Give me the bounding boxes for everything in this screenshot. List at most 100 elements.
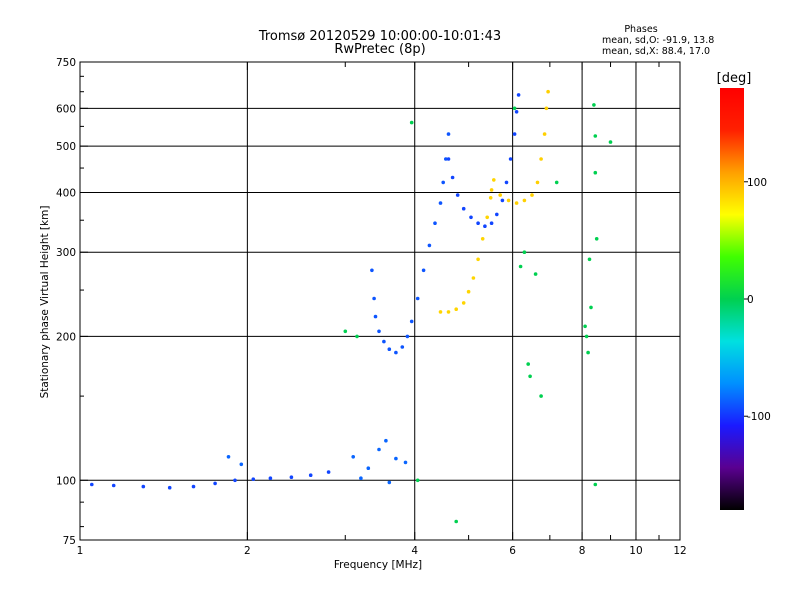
echo-point <box>480 237 485 241</box>
y-tick-label: 750 <box>56 57 76 69</box>
echo-point <box>514 201 519 205</box>
echo-point <box>394 350 398 355</box>
phases-o-stats: mean, sd,O: -91.9, 13.8 <box>602 35 714 46</box>
echo-point <box>592 103 596 107</box>
echo-point <box>469 215 473 220</box>
echo-point <box>384 438 388 443</box>
x-tick-label: 10 <box>629 545 642 557</box>
echo-point <box>593 482 598 487</box>
echo-point <box>191 484 196 489</box>
echo-point <box>415 296 420 301</box>
echo-point <box>512 106 517 111</box>
y-axis-ticks: 75 100 200 300 400 500 600 750 <box>56 57 88 547</box>
y-tick-label: 200 <box>56 331 76 343</box>
echo-point <box>518 264 523 269</box>
echo-point <box>433 221 437 225</box>
chart-title: Tromsø 20120529 10:00:00-10:01:43 <box>258 29 501 44</box>
echo-point <box>539 157 543 161</box>
echo-point <box>593 170 598 175</box>
echo-point <box>476 221 480 225</box>
echo-point <box>394 456 398 461</box>
echo-point <box>498 193 503 197</box>
echo-point <box>409 319 414 324</box>
echo-point <box>421 268 426 273</box>
echo-point <box>530 193 534 197</box>
echo-point <box>359 476 363 481</box>
echo-point <box>471 276 476 280</box>
echo-point <box>504 180 509 185</box>
echo-point <box>522 198 527 203</box>
colorbar-unit: [deg] <box>717 71 752 86</box>
echo-point <box>427 243 432 248</box>
echo-point <box>446 132 451 136</box>
echo-point <box>516 93 521 97</box>
echo-point <box>466 289 471 294</box>
echo-point <box>370 268 374 273</box>
colorbar-tick-label: 0 <box>747 294 754 306</box>
x-tick-label: 4 <box>411 545 418 557</box>
echo-point <box>289 475 294 480</box>
echo-point <box>593 134 598 138</box>
colorbar <box>720 88 744 510</box>
colorbar-tick-label: 100 <box>747 177 767 189</box>
echo-point <box>508 157 513 161</box>
echo-point <box>268 476 273 481</box>
phases-x-stats: mean, sd,X: 88.4, 17.0 <box>602 46 710 57</box>
echo-point <box>546 89 550 94</box>
echo-point <box>415 478 420 483</box>
plot-frame <box>79 61 681 541</box>
echo-point <box>444 157 448 161</box>
y-tick-label: 75 <box>63 535 76 547</box>
echo-point <box>483 224 487 228</box>
echo-point <box>500 198 505 203</box>
colorbar-ticks: 100 0 -100 <box>744 177 771 423</box>
echo-point <box>213 481 217 486</box>
plot-gridlines <box>80 62 680 540</box>
echo-point <box>461 301 466 305</box>
echo-point <box>492 178 496 182</box>
echo-point <box>400 345 405 349</box>
x-axis-ticks: 1 2 4 6 8 10 12 <box>77 62 687 557</box>
y-axis-label: Stationary phase Virtual Height [km] <box>39 206 51 399</box>
echo-point <box>454 519 459 524</box>
echo-point <box>526 362 530 366</box>
y-tick-label: 400 <box>56 187 76 199</box>
colorbar-tick-label: -100 <box>747 411 771 423</box>
echo-point <box>226 455 231 459</box>
phases-heading: Phases <box>624 24 657 35</box>
echo-point <box>450 175 455 180</box>
echo-point <box>377 329 381 334</box>
echo-point <box>387 480 392 485</box>
echo-point <box>233 478 237 483</box>
echo-point <box>141 484 146 489</box>
y-tick-label: 600 <box>56 103 76 115</box>
x-axis-label: Frequency [MHz] <box>334 559 422 571</box>
echo-point <box>485 215 490 220</box>
echo-point <box>372 296 376 301</box>
echo-point <box>454 307 459 312</box>
y-tick-label: 300 <box>56 247 76 259</box>
echo-point <box>554 180 559 185</box>
echo-point <box>589 305 593 310</box>
x-tick-label: 1 <box>77 545 84 557</box>
echo-point <box>539 394 543 398</box>
echo-point <box>326 470 331 474</box>
echo-point <box>355 334 359 339</box>
echo-point <box>514 110 519 114</box>
echo-point <box>488 196 493 200</box>
echo-point <box>377 447 381 452</box>
plot-points <box>90 89 613 524</box>
echo-point <box>608 140 613 144</box>
y-tick-label: 100 <box>56 475 76 487</box>
echo-point <box>489 221 494 225</box>
echo-point <box>441 180 446 185</box>
echo-point <box>373 314 378 319</box>
echo-point <box>584 334 589 339</box>
echo-point <box>544 106 549 111</box>
echo-point <box>308 473 313 478</box>
echo-point <box>111 483 116 488</box>
echo-point <box>586 350 590 355</box>
y-tick-label: 500 <box>56 141 76 153</box>
echo-point <box>476 257 480 262</box>
echo-point <box>594 237 599 241</box>
